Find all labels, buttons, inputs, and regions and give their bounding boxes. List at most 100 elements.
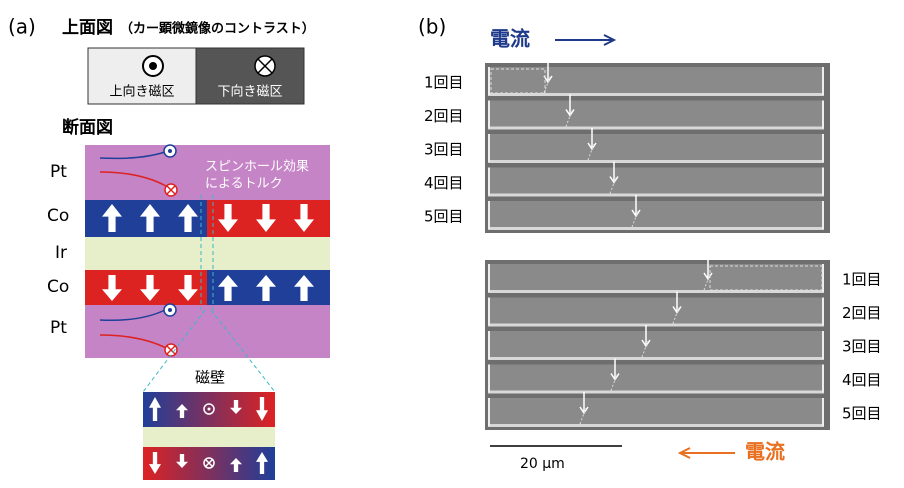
cross-icon bbox=[257, 58, 273, 74]
arrow bbox=[218, 204, 238, 232]
row-label: 2回目 bbox=[842, 304, 882, 322]
layer-ir bbox=[85, 237, 330, 270]
legend-down bbox=[195, 47, 305, 105]
arrow bbox=[178, 204, 198, 232]
spin-path bbox=[99, 171, 167, 187]
wire-edge bbox=[488, 424, 824, 427]
top-view-title: 上面図 bbox=[62, 18, 113, 38]
row-label: 1回目 bbox=[424, 74, 464, 92]
layer-label: Ir bbox=[55, 243, 67, 263]
wall-cross bbox=[204, 458, 214, 468]
wire-edge bbox=[488, 390, 824, 394]
wire-edge bbox=[488, 227, 824, 230]
wall-marker bbox=[672, 291, 682, 314]
wire bbox=[488, 398, 824, 424]
top-view-subtitle: （カー顕微鏡像のコントラスト） bbox=[120, 21, 315, 37]
wall bbox=[543, 76, 551, 94]
row-label: 4回目 bbox=[424, 174, 464, 192]
arrow bbox=[178, 275, 198, 301]
zoom-line bbox=[142, 195, 276, 393]
layer-pt bbox=[85, 305, 330, 358]
row-label: 1回目 bbox=[842, 271, 882, 289]
wire bbox=[488, 167, 824, 194]
row-label: 4回目 bbox=[842, 371, 882, 389]
wall bbox=[609, 177, 617, 194]
dot-icon bbox=[149, 62, 157, 70]
wall-marker bbox=[579, 392, 589, 415]
arrow bbox=[140, 204, 160, 232]
row-label: 3回目 bbox=[424, 141, 464, 159]
wall-cross bbox=[203, 457, 215, 469]
legend-up bbox=[87, 47, 197, 105]
wire-edge bbox=[488, 323, 824, 327]
wall-marker bbox=[565, 94, 575, 117]
row-label: 2回目 bbox=[424, 107, 464, 125]
spin-path bbox=[99, 309, 166, 322]
row-label: 3回目 bbox=[842, 338, 882, 356]
layer-label: Pt bbox=[50, 318, 67, 338]
arrow bbox=[256, 452, 268, 474]
wire-edge bbox=[488, 193, 824, 197]
wire bbox=[488, 100, 824, 127]
wire-edge bbox=[488, 93, 824, 96]
layer-label: Co bbox=[47, 277, 69, 297]
spin-cross bbox=[166, 185, 176, 195]
initial-region bbox=[709, 265, 823, 291]
wall-marker bbox=[609, 161, 619, 184]
annotation: によるトルク bbox=[205, 177, 283, 192]
wall bbox=[703, 273, 711, 291]
wire-edge bbox=[488, 160, 824, 163]
row-label: 5回目 bbox=[424, 208, 464, 226]
arrow bbox=[256, 204, 276, 232]
current-arrow bbox=[677, 447, 735, 459]
arrow bbox=[256, 275, 276, 301]
spin-dot bbox=[168, 308, 172, 312]
wall-marker bbox=[610, 358, 620, 381]
wall bbox=[579, 407, 587, 425]
panel-label: (a) bbox=[8, 15, 36, 39]
spin-cross bbox=[166, 345, 176, 355]
legend-label: 上向き磁区 bbox=[109, 84, 174, 100]
initial-region bbox=[490, 68, 546, 94]
annotation: スピンホール効果 bbox=[205, 160, 309, 175]
layer-pt bbox=[85, 145, 330, 200]
wall-dot bbox=[207, 407, 211, 411]
spin-path bbox=[99, 334, 167, 349]
wire-edge bbox=[488, 357, 824, 360]
wire-edge bbox=[488, 290, 824, 293]
arrow bbox=[149, 397, 161, 421]
wall bbox=[641, 340, 649, 358]
wire bbox=[488, 331, 824, 357]
wall bbox=[610, 374, 618, 391]
wall-marker bbox=[703, 258, 713, 281]
wall bbox=[565, 110, 573, 127]
row-label: 5回目 bbox=[842, 405, 882, 423]
legend-label: 下向き磁区 bbox=[217, 84, 282, 100]
cross-section-title: 断面図 bbox=[62, 117, 113, 138]
current-label: 電流 bbox=[745, 440, 785, 464]
wire bbox=[488, 134, 824, 160]
wire-edge bbox=[488, 126, 824, 130]
wire bbox=[488, 201, 824, 227]
spin-icons bbox=[163, 144, 178, 357]
layer-label: Pt bbox=[50, 162, 67, 182]
wall-dot bbox=[203, 403, 215, 415]
wall-marker bbox=[641, 325, 651, 348]
arrow bbox=[256, 397, 268, 421]
wall-ir bbox=[143, 427, 275, 447]
arrow bbox=[176, 404, 188, 418]
arrow bbox=[218, 275, 238, 301]
current-arrow bbox=[555, 34, 617, 46]
wall bbox=[672, 307, 680, 324]
magnet-arrows bbox=[102, 204, 314, 301]
spin-dot bbox=[168, 149, 172, 153]
scale-label: 20 µm bbox=[520, 456, 565, 472]
arrow bbox=[176, 454, 188, 468]
spin-path bbox=[99, 151, 166, 160]
kerr-images: 1回目 2回目 3回目 4回目 5回目 1回目 2回目 3回目 4回目 5回目 bbox=[424, 61, 882, 430]
wire bbox=[488, 67, 824, 93]
wire bbox=[488, 264, 824, 290]
arrow bbox=[102, 204, 122, 232]
current-label: 電流 bbox=[490, 27, 530, 51]
